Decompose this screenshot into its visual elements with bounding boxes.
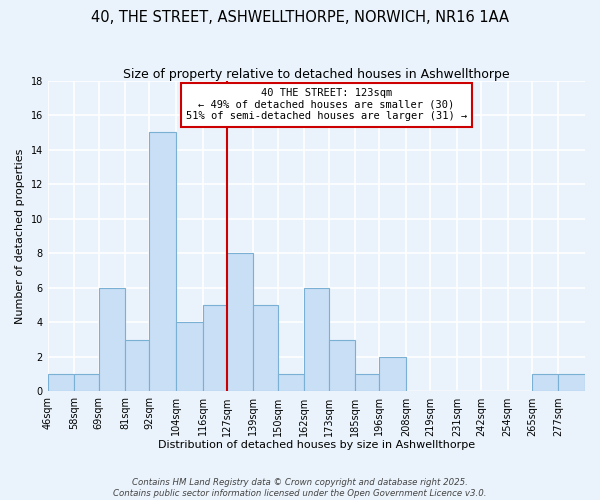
- Bar: [304, 288, 329, 392]
- Y-axis label: Number of detached properties: Number of detached properties: [15, 148, 25, 324]
- Bar: [48, 374, 74, 392]
- Bar: [253, 305, 278, 392]
- Text: 40, THE STREET, ASHWELLTHORPE, NORWICH, NR16 1AA: 40, THE STREET, ASHWELLTHORPE, NORWICH, …: [91, 10, 509, 25]
- Bar: [203, 305, 227, 392]
- Text: Contains HM Land Registry data © Crown copyright and database right 2025.
Contai: Contains HM Land Registry data © Crown c…: [113, 478, 487, 498]
- Bar: [74, 374, 98, 392]
- Bar: [329, 340, 355, 392]
- Bar: [278, 374, 304, 392]
- Bar: [227, 254, 253, 392]
- Text: 40 THE STREET: 123sqm
← 49% of detached houses are smaller (30)
51% of semi-deta: 40 THE STREET: 123sqm ← 49% of detached …: [186, 88, 467, 122]
- Bar: [559, 374, 585, 392]
- Title: Size of property relative to detached houses in Ashwellthorpe: Size of property relative to detached ho…: [123, 68, 510, 80]
- Bar: [176, 322, 203, 392]
- X-axis label: Distribution of detached houses by size in Ashwellthorpe: Distribution of detached houses by size …: [158, 440, 475, 450]
- Bar: [125, 340, 149, 392]
- Bar: [98, 288, 125, 392]
- Bar: [149, 132, 176, 392]
- Bar: [355, 374, 379, 392]
- Bar: [379, 357, 406, 392]
- Bar: [532, 374, 559, 392]
